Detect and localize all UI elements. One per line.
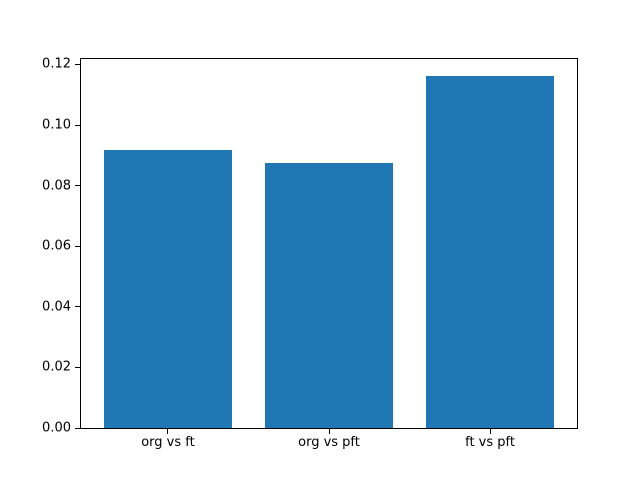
y-tick-mark [75,124,80,126]
y-tick-label: 0.06 [42,238,71,254]
y-tick-label: 0.00 [42,420,71,436]
x-tick-label: org vs pft [298,435,360,450]
bar-org-vs-ft [103,150,233,428]
y-tick-mark [75,366,80,368]
y-tick-label: 0.12 [42,56,71,72]
y-tick-mark [75,185,80,187]
y-tick-label: 0.08 [42,178,71,194]
y-tick-label: 0.02 [42,359,71,375]
bar-ft-vs-pft [425,76,555,428]
y-tick-label: 0.10 [42,117,71,133]
y-tick-label: 0.04 [42,299,71,315]
y-tick-mark [75,245,80,247]
y-tick-mark [75,306,80,308]
y-tick-mark [75,427,80,429]
bar-org-vs-pft [264,162,394,428]
plot-area: 0.00 0.02 0.04 0.06 0.08 0.10 0.12 org vs ft org… [42,58,578,449]
x-tick-mark [167,429,169,434]
x-tick-label: ft vs pft [465,435,515,450]
x-tick-label: org vs ft [141,435,195,450]
x-tick-mark [489,429,491,434]
x-tick-mark [328,429,330,434]
y-tick-mark [75,63,80,65]
